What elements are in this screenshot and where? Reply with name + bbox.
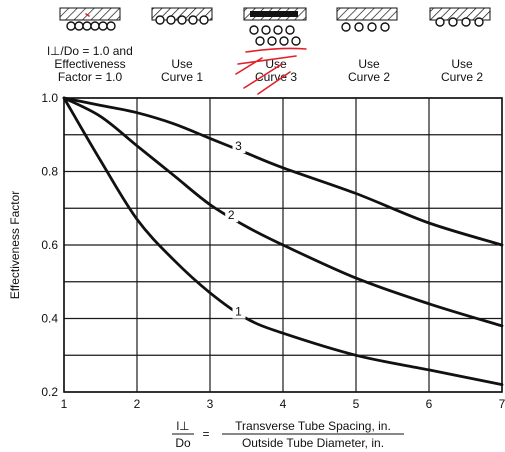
caption-panel-1-line-3: Factor = 1.0 <box>58 70 123 84</box>
wall-hatch <box>336 7 398 21</box>
caption-panel-5-line-2: Curve 2 <box>441 70 483 84</box>
red-strike-marks <box>235 55 297 95</box>
wall-fill <box>250 11 298 17</box>
caption-panel-1-line-1: l⊥/Do = 1.0 and <box>47 44 133 58</box>
caption-panel-4-line-2: Curve 2 <box>348 70 390 84</box>
curve-label-bg <box>225 209 239 223</box>
arrangement-spaced-row-a <box>336 7 398 32</box>
x-title-denominator: Outside Tube Diameter, in. <box>242 436 384 450</box>
arrangement-touching-tubes <box>59 7 121 31</box>
red-mark <box>85 13 90 17</box>
curve-label-1: 1 <box>235 305 242 319</box>
curve-label-2: 2 <box>228 208 235 222</box>
x-tick-label: 7 <box>499 397 505 411</box>
arrangement-single-row <box>151 7 213 25</box>
x-tick-label: 3 <box>207 397 214 411</box>
plot-area: 1 2 3 1 2 3 4 5 6 7 0.2 0.4 0.6 0.8 1.0 <box>41 91 505 411</box>
red-underline-mark <box>245 47 307 53</box>
curve-label-3: 3 <box>235 139 242 153</box>
arrangement-spaced-row-b <box>429 7 491 27</box>
x-tick-label: 4 <box>280 397 287 411</box>
x-tick-label: 5 <box>353 397 360 411</box>
caption-panel-2-line-2: Curve 1 <box>161 70 203 84</box>
caption-panel-1-line-2: Effectiveness <box>54 57 125 71</box>
arrangement-double-row <box>243 7 307 53</box>
y-tick-label: 0.6 <box>41 238 58 252</box>
y-tick-label: 1.0 <box>41 91 58 105</box>
caption-panel-3-line-1: Use <box>265 57 287 71</box>
wall-hatch <box>59 7 121 21</box>
wall-hatch <box>429 7 491 21</box>
caption-panel-5-line-1: Use <box>451 57 473 71</box>
x-tick-label: 1 <box>61 397 68 411</box>
x-title-symbol-denominator: Do <box>175 436 191 450</box>
x-tick-label: 2 <box>134 397 141 411</box>
curve-1 <box>62 96 504 386</box>
curves: 1 2 3 <box>62 96 504 386</box>
y-tick-labels: 0.2 0.4 0.6 0.8 1.0 <box>41 91 58 399</box>
y-tick-label: 0.2 <box>41 385 58 399</box>
x-title-numerator: Transverse Tube Spacing, in. <box>235 419 391 433</box>
y-tick-label: 0.4 <box>41 312 58 326</box>
x-tick-label: 6 <box>426 397 433 411</box>
curve-label-bg <box>232 305 246 319</box>
x-tick-labels: 1 2 3 4 5 6 7 <box>61 397 505 411</box>
curve-label-bg <box>232 140 246 154</box>
x-axis-title: l⊥ Do = Transverse Tube Spacing, in. Out… <box>172 419 404 450</box>
x-title-symbol-numerator: l⊥ <box>176 419 189 433</box>
x-title-equals: = <box>202 427 209 441</box>
plot-frame <box>63 97 503 393</box>
tube-arrangement-diagrams: l⊥/Do = 1.0 and Effectiveness Factor = 1… <box>47 7 491 95</box>
caption-panel-4-line-1: Use <box>358 57 380 71</box>
caption-panel-2-line-1: Use <box>171 57 193 71</box>
y-axis-title: Effectiveness Factor <box>8 191 22 300</box>
y-tick-label: 0.8 <box>41 165 58 179</box>
